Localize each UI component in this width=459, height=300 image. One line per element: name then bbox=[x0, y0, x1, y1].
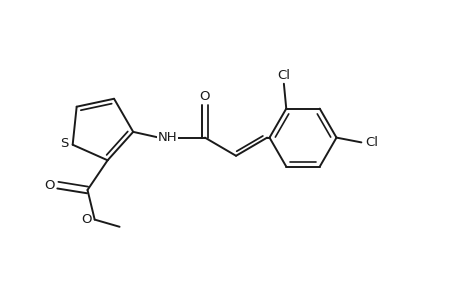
Text: S: S bbox=[60, 137, 68, 150]
Text: Cl: Cl bbox=[364, 136, 378, 149]
Text: Cl: Cl bbox=[277, 69, 290, 82]
Text: NH: NH bbox=[157, 131, 177, 144]
Text: O: O bbox=[81, 213, 91, 226]
Text: O: O bbox=[44, 179, 54, 192]
Text: O: O bbox=[199, 90, 210, 103]
